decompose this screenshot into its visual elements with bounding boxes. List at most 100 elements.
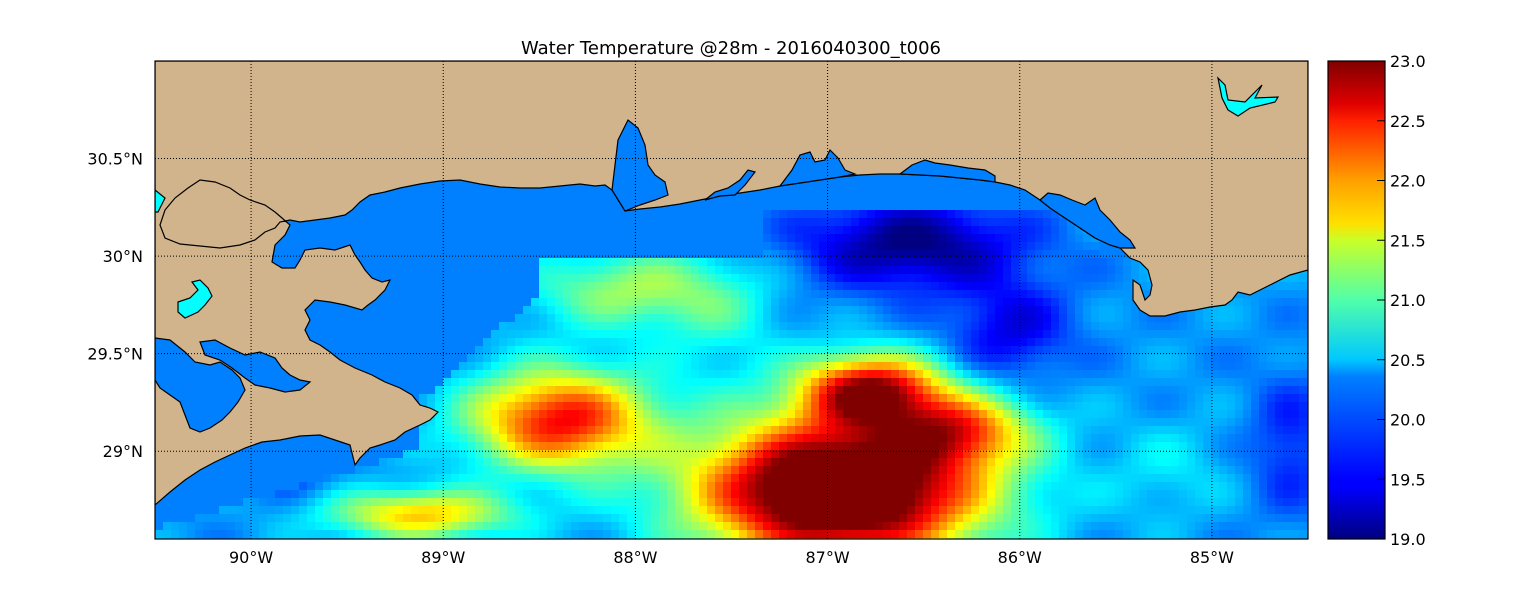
- temperature-cell: [1083, 490, 1092, 499]
- temperature-cell: [1147, 434, 1156, 443]
- temperature-cell: [715, 322, 724, 331]
- temperature-cell: [747, 306, 756, 315]
- temperature-cell: [379, 482, 388, 491]
- temperature-cell: [1251, 466, 1260, 475]
- temperature-cell: [1211, 314, 1220, 323]
- temperature-cell: [979, 418, 988, 427]
- temperature-cell: [323, 530, 332, 539]
- temperature-cell: [763, 242, 772, 251]
- temperature-cell: [1283, 354, 1292, 363]
- temperature-cell: [1299, 362, 1308, 371]
- temperature-cell: [1235, 482, 1244, 491]
- temperature-cell: [795, 210, 804, 219]
- temperature-cell: [643, 354, 652, 363]
- temperature-cell: [699, 330, 708, 339]
- temperature-cell: [579, 482, 588, 491]
- temperature-cell: [875, 274, 884, 283]
- temperature-cell: [1067, 370, 1076, 379]
- temperature-cell: [347, 506, 356, 515]
- temperature-cell: [755, 522, 764, 531]
- temperature-cell: [795, 266, 804, 275]
- temperature-cell: [707, 450, 716, 459]
- temperature-cell: [699, 354, 708, 363]
- temperature-cell: [587, 426, 596, 435]
- temperature-cell: [459, 410, 468, 419]
- temperature-cell: [1099, 530, 1108, 539]
- temperature-cell: [955, 458, 964, 467]
- temperature-cell: [1219, 442, 1228, 451]
- temperature-cell: [1267, 338, 1276, 347]
- temperature-cell: [795, 506, 804, 515]
- temperature-cell: [379, 490, 388, 499]
- temperature-cell: [915, 330, 924, 339]
- temperature-cell: [1003, 442, 1012, 451]
- temperature-cell: [1067, 242, 1076, 251]
- temperature-cell: [651, 530, 660, 539]
- temperature-cell: [683, 458, 692, 467]
- temperature-cell: [795, 370, 804, 379]
- temperature-cell: [515, 330, 524, 339]
- temperature-cell: [611, 362, 620, 371]
- temperature-cell: [475, 434, 484, 443]
- temperature-cell: [435, 458, 444, 467]
- temperature-cell: [851, 346, 860, 355]
- temperature-cell: [235, 522, 244, 531]
- temperature-cell: [667, 306, 676, 315]
- temperature-cell: [931, 474, 940, 483]
- temperature-cell: [363, 514, 372, 523]
- temperature-cell: [1219, 434, 1228, 443]
- temperature-cell: [691, 394, 700, 403]
- temperature-cell: [939, 346, 948, 355]
- temperature-cell: [955, 474, 964, 483]
- temperature-cell: [819, 226, 828, 235]
- temperature-cell: [547, 426, 556, 435]
- temperature-cell: [1243, 450, 1252, 459]
- temperature-cell: [1035, 386, 1044, 395]
- temperature-cell: [1075, 530, 1084, 539]
- temperature-cell: [579, 346, 588, 355]
- temperature-cell: [651, 522, 660, 531]
- temperature-cell: [723, 298, 732, 307]
- temperature-cell: [659, 370, 668, 379]
- temperature-cell: [867, 338, 876, 347]
- temperature-cell: [707, 402, 716, 411]
- temperature-cell: [819, 354, 828, 363]
- temperature-cell: [467, 426, 476, 435]
- temperature-cell: [1035, 506, 1044, 515]
- temperature-cell: [1267, 498, 1276, 507]
- temperature-cell: [859, 386, 868, 395]
- temperature-cell: [1147, 490, 1156, 499]
- temperature-cell: [963, 506, 972, 515]
- temperature-cell: [947, 218, 956, 227]
- temperature-cell: [1251, 498, 1260, 507]
- temperature-cell: [699, 458, 708, 467]
- temperature-cell: [1083, 442, 1092, 451]
- temperature-cell: [1235, 362, 1244, 371]
- temperature-cell: [307, 490, 316, 499]
- temperature-cell: [819, 522, 828, 531]
- temperature-cell: [811, 338, 820, 347]
- temperature-cell: [1299, 450, 1308, 459]
- temperature-cell: [787, 290, 796, 299]
- temperature-cell: [1123, 258, 1132, 267]
- temperature-cell: [835, 274, 844, 283]
- temperature-cell: [1075, 250, 1084, 259]
- temperature-cell: [803, 298, 812, 307]
- temperature-cell: [675, 386, 684, 395]
- temperature-cell: [1099, 362, 1108, 371]
- temperature-cell: [1163, 402, 1172, 411]
- temperature-cell: [1251, 522, 1260, 531]
- temperature-cell: [907, 266, 916, 275]
- temperature-cell: [627, 498, 636, 507]
- temperature-cell: [1139, 498, 1148, 507]
- temperature-cell: [995, 290, 1004, 299]
- temperature-cell: [931, 410, 940, 419]
- temperature-cell: [1059, 418, 1068, 427]
- temperature-cell: [747, 330, 756, 339]
- temperature-cell: [987, 498, 996, 507]
- temperature-cell: [659, 450, 668, 459]
- temperature-cell: [875, 266, 884, 275]
- temperature-cell: [795, 418, 804, 427]
- temperature-cell: [1115, 506, 1124, 515]
- temperature-cell: [883, 482, 892, 491]
